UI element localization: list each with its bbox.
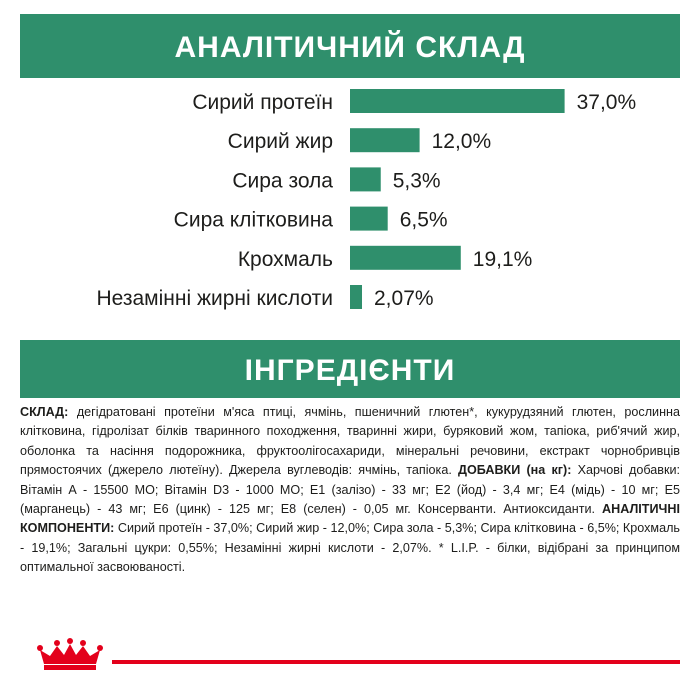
text-run: Харчові добавки: Вітамін А - 15500 МО; В… <box>20 463 680 517</box>
header-band <box>20 340 680 398</box>
chart-title: АНАЛІТИЧНИЙ СКЛАД <box>174 30 525 64</box>
category-label: Сира клітковина <box>174 209 334 232</box>
ingredients-text: СКЛАД: дегідратовані протеїни м'яса птиц… <box>20 403 680 578</box>
bar <box>350 128 420 153</box>
section-label: АНАЛІТИЧНІ КОМПОНЕНТИ: <box>20 502 680 536</box>
bar <box>350 89 565 113</box>
bar <box>350 245 461 270</box>
section-label: ДОБАВКИ (на кг): <box>458 463 572 478</box>
value-label: 12,0% <box>432 130 492 153</box>
category-label: Сира зола <box>232 169 333 192</box>
value-label: 6,5% <box>400 209 448 232</box>
category-label: Сирий протеїн <box>192 91 333 114</box>
bar <box>350 167 381 192</box>
category-label: Незамінні жирні кислоти <box>96 287 333 310</box>
text-run: дегідратовані протеїни м'яса птиці, ячмі… <box>20 405 680 478</box>
value-label: 5,3% <box>393 169 441 192</box>
value-label: 37,0% <box>577 91 637 114</box>
category-label: Крохмаль <box>238 248 333 271</box>
crown-logo <box>37 638 103 670</box>
bar <box>350 285 363 309</box>
text-run: Сирий протеїн - 37,0%; Сирий жир - 12,0%… <box>20 521 680 575</box>
value-label: 19,1% <box>473 248 533 271</box>
value-label: 2,07% <box>374 287 434 310</box>
bar <box>350 206 388 231</box>
section-title: ІНГРЕДІЄНТИ <box>245 354 456 387</box>
section-label: СКЛАД: <box>20 405 69 419</box>
header-band <box>20 14 680 78</box>
category-label: Сирий жир <box>228 130 333 153</box>
